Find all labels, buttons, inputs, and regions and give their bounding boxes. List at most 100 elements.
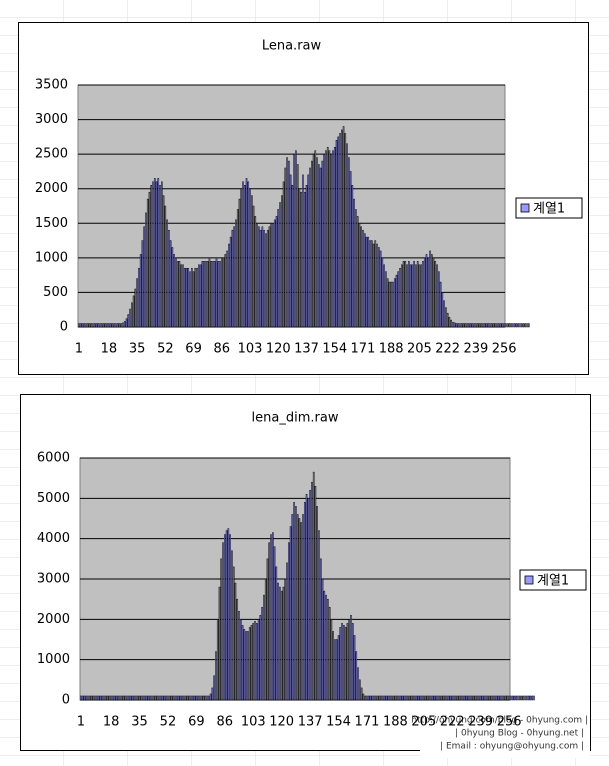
bar <box>383 695 386 701</box>
bar <box>96 695 98 701</box>
bar <box>263 594 265 701</box>
bar <box>325 150 327 328</box>
bar <box>108 323 110 328</box>
bar <box>250 625 253 701</box>
x-tick-label: 52 <box>157 342 174 357</box>
bar <box>353 198 355 328</box>
bar <box>386 278 389 328</box>
bar <box>122 695 125 701</box>
bar <box>106 323 108 328</box>
x-tick-label: 188 <box>379 342 404 357</box>
bar <box>325 594 327 701</box>
bar <box>457 323 460 328</box>
bar <box>265 233 267 328</box>
bar <box>372 243 375 328</box>
bar <box>309 490 311 701</box>
bar <box>85 695 88 701</box>
bar <box>254 216 257 328</box>
bar <box>164 205 167 328</box>
bar <box>432 257 435 328</box>
bar <box>343 625 345 701</box>
bar <box>400 264 403 328</box>
bar <box>328 150 331 328</box>
bar <box>519 323 521 328</box>
bar <box>280 590 283 701</box>
bar <box>332 631 334 701</box>
bar <box>183 695 185 701</box>
bar <box>321 578 324 701</box>
bar <box>226 250 228 328</box>
bar <box>229 534 231 701</box>
bar <box>219 261 221 328</box>
bar <box>252 205 255 328</box>
bar <box>321 160 324 328</box>
bar <box>92 323 94 328</box>
bar <box>495 695 498 701</box>
bar <box>339 627 342 701</box>
bar <box>316 157 318 328</box>
bar <box>399 267 401 328</box>
bar <box>254 621 256 701</box>
bar <box>515 695 518 701</box>
bar <box>247 181 250 328</box>
bar <box>212 261 214 328</box>
x-tick-label: 1 <box>77 715 85 730</box>
bar <box>161 181 163 328</box>
bar <box>501 323 504 328</box>
x-tick-label: 188 <box>383 715 408 730</box>
bar <box>490 323 493 328</box>
bar <box>146 198 149 328</box>
bar <box>496 323 498 328</box>
bar <box>520 695 523 701</box>
bar <box>259 615 262 701</box>
bar <box>234 582 237 701</box>
bar <box>323 590 326 701</box>
bar <box>229 236 232 328</box>
x-tick-label: 222 <box>440 715 465 730</box>
bar <box>437 695 439 701</box>
bar <box>379 250 382 328</box>
bar <box>447 695 450 701</box>
bar <box>392 281 394 328</box>
bar <box>439 281 442 328</box>
bar <box>282 586 285 701</box>
x-tick-label: 103 <box>238 342 263 357</box>
bar <box>498 323 500 328</box>
bar <box>111 323 114 328</box>
bar <box>363 233 366 328</box>
bar <box>522 323 525 328</box>
bar <box>162 195 165 328</box>
bar <box>385 271 387 328</box>
bar <box>177 695 180 701</box>
watermark: http://ohyung.com/blog - 0hyung.com | <box>411 716 588 726</box>
bar <box>485 695 487 701</box>
bar <box>449 695 452 701</box>
bar <box>373 695 375 701</box>
bar <box>85 323 87 328</box>
bar <box>240 188 242 328</box>
bar <box>342 126 345 328</box>
bar <box>273 546 276 701</box>
bar <box>218 586 221 701</box>
bar <box>451 695 454 701</box>
bar <box>396 695 398 701</box>
bar <box>231 550 233 701</box>
bar <box>346 143 348 328</box>
bar <box>490 695 493 701</box>
x-tick-label: 239 <box>463 342 488 357</box>
bar <box>256 223 258 328</box>
x-tick-label: 120 <box>266 342 291 357</box>
bar <box>138 267 140 328</box>
bar <box>314 150 317 328</box>
bar <box>199 264 202 328</box>
bar <box>369 240 371 328</box>
bar <box>287 542 290 701</box>
bar <box>243 185 246 328</box>
bar <box>323 153 325 328</box>
x-tick-label: 120 <box>269 715 294 730</box>
bar <box>101 695 103 701</box>
bar <box>335 140 338 328</box>
x-tick-label: 1 <box>75 342 83 357</box>
bar <box>459 323 461 328</box>
bar <box>360 687 363 701</box>
